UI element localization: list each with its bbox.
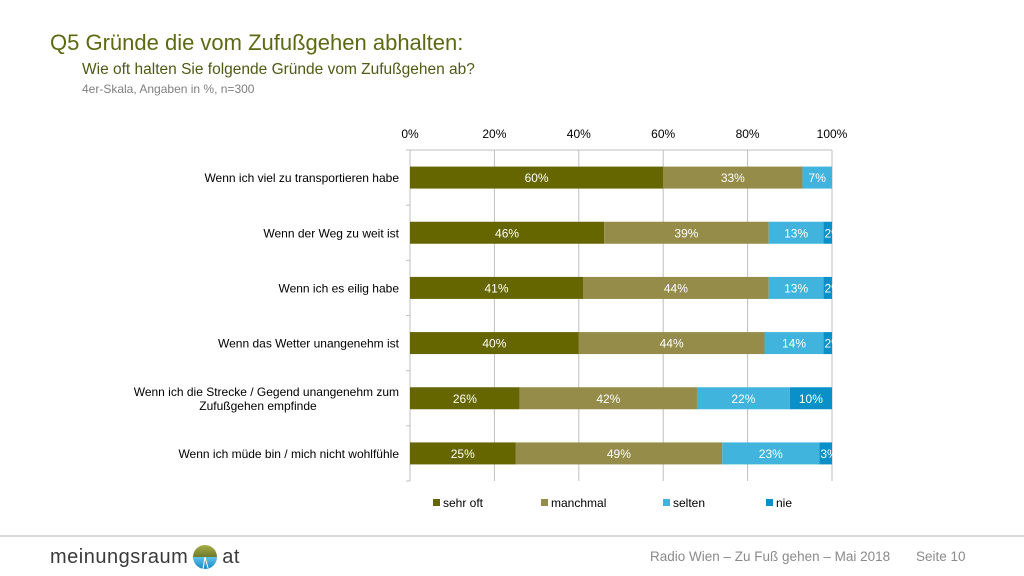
bar-segment-selten <box>722 442 820 465</box>
globe-icon <box>193 545 218 570</box>
data-label: 13% <box>784 226 808 240</box>
bar-segment-sehr-oft <box>410 221 605 244</box>
logo-text-right: at <box>222 545 240 568</box>
bar-segment-nie <box>823 221 832 244</box>
data-label: 22% <box>731 392 755 406</box>
bar-segment-selten <box>764 332 824 355</box>
bar-segment-sehr-oft <box>410 166 664 189</box>
category-label: Wenn der Weg zu weit ist <box>263 226 399 240</box>
x-tick-label: 100% <box>817 127 848 141</box>
data-label: 33% <box>721 171 745 185</box>
slide-title: Q5 Gründe die vom Zufußgehen abhalten: <box>50 30 464 55</box>
data-label: 10% <box>799 392 823 406</box>
bar-segment-manchmal <box>663 166 803 189</box>
bar-segment-nie <box>819 442 832 465</box>
bar-segment-manchmal <box>519 387 697 410</box>
footer-caption: Radio Wien – Zu Fuß gehen – Mai 2018 <box>650 549 891 564</box>
data-label: 40% <box>482 337 506 351</box>
data-label: 3% <box>820 447 838 461</box>
bar-segment-selten <box>696 387 790 410</box>
legend-swatch <box>766 499 773 506</box>
bar-segment-sehr-oft <box>410 276 584 299</box>
data-label: 44% <box>664 281 688 295</box>
data-label: 25% <box>451 447 475 461</box>
data-label: 49% <box>607 447 631 461</box>
page-number: Seite 10 <box>916 549 966 564</box>
bar-segment-manchmal <box>515 442 723 465</box>
footer-divider <box>0 535 1024 537</box>
bar-segment-selten <box>768 221 824 244</box>
x-tick-label: 0% <box>401 127 419 141</box>
legend-swatch <box>541 499 548 506</box>
data-label: 14% <box>782 337 806 351</box>
x-tick-label: 20% <box>482 127 506 141</box>
data-label: 26% <box>453 392 477 406</box>
x-tick-label: 60% <box>651 127 675 141</box>
logo-text-left: meinungsraum <box>50 545 189 568</box>
legend-swatch <box>663 499 670 506</box>
bar-segment-sehr-oft <box>410 332 579 355</box>
bar-segment-nie <box>823 332 832 355</box>
bar-segment-sehr-oft <box>410 387 520 410</box>
data-label: 60% <box>525 171 549 185</box>
bar-segment-manchmal <box>578 332 765 355</box>
data-label: 44% <box>660 337 684 351</box>
category-label: Wenn ich die Strecke / Gegend unangenehm… <box>134 385 399 399</box>
legend-label: manchmal <box>551 496 606 510</box>
bar-segment-nie <box>789 387 832 410</box>
data-label: 13% <box>784 281 808 295</box>
bar-segment-nie <box>823 276 832 299</box>
company-logo: meinungsraum at <box>50 544 240 570</box>
bar-segment-manchmal <box>604 221 769 244</box>
x-tick-label: 80% <box>736 127 760 141</box>
legend-label: sehr oft <box>443 496 484 510</box>
data-label: 7% <box>809 171 827 185</box>
legend-swatch <box>433 499 440 506</box>
data-label: 46% <box>495 226 519 240</box>
category-label: Wenn ich viel zu transportieren habe <box>204 171 399 185</box>
category-label: Wenn ich müde bin / mich nicht wohlfühle <box>178 447 399 461</box>
data-label: 2% <box>825 337 843 351</box>
data-label: 2% <box>825 281 843 295</box>
stacked-bar-chart: 0% 20% 40% 60% 80% 100% 60% 33% 7% Wenn ich viel … <box>134 127 848 510</box>
category-label: Wenn das Wetter unangenehm ist <box>218 337 400 351</box>
legend-label: nie <box>776 496 792 510</box>
category-label: Zufußgehen empfinde <box>199 399 317 413</box>
data-label: 42% <box>596 392 620 406</box>
x-tick-label: 40% <box>567 127 591 141</box>
scale-note: 4er-Skala, Angaben in %, n=300 <box>82 82 255 96</box>
bar-segment-manchmal <box>583 276 769 299</box>
category-label: Wenn ich es eilig habe <box>278 281 399 295</box>
bar-segment-selten <box>802 166 832 189</box>
bar-segment-selten <box>768 276 824 299</box>
data-label: 39% <box>674 226 698 240</box>
legend-label: selten <box>673 496 705 510</box>
data-label: 23% <box>759 447 783 461</box>
bar-segment-sehr-oft <box>410 442 516 465</box>
data-label: 2% <box>825 226 843 240</box>
question-text: Wie oft halten Sie folgende Gründe vom Z… <box>82 61 475 78</box>
data-label: 41% <box>484 281 508 295</box>
